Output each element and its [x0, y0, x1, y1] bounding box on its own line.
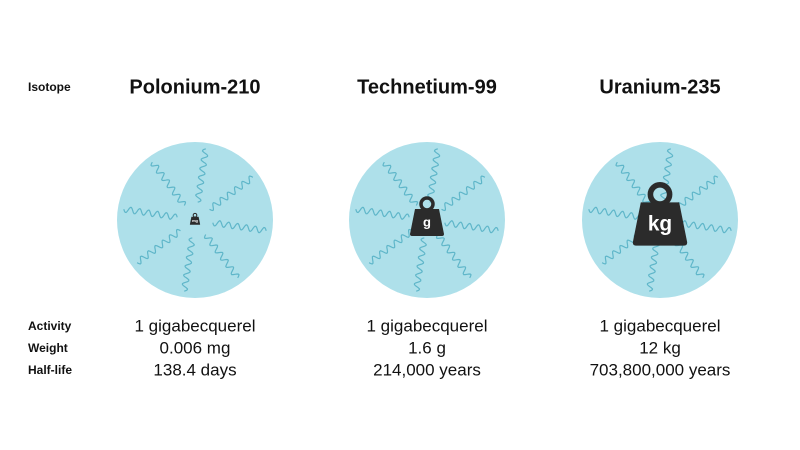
weight-unit: kg	[648, 212, 672, 235]
activity-value: 1 gigabecquerel	[135, 316, 256, 335]
radiation-wave	[674, 175, 719, 212]
activity-value: 1 gigabecquerel	[367, 316, 488, 335]
row-label: Weight	[28, 341, 68, 355]
weight-body	[410, 209, 444, 236]
radiation-wave	[677, 220, 732, 234]
radiation-wave	[588, 206, 643, 220]
radiation-wave	[413, 237, 427, 292]
weight-icon: mg	[189, 212, 201, 225]
weight-value: 12 kg	[639, 338, 681, 357]
activity-value: 1 gigabecquerel	[600, 316, 721, 335]
weight-icon: g	[410, 196, 444, 236]
isotope-name: Uranium-235	[599, 76, 720, 98]
weight-body	[632, 202, 688, 246]
isotope-name: Technetium-99	[357, 76, 497, 98]
half-life-value: 703,800,000 years	[590, 360, 731, 379]
radiation-wave	[615, 161, 652, 206]
radiation-wave	[136, 228, 181, 265]
radiation-wave	[355, 206, 410, 220]
weight-value: 0.006 mg	[160, 338, 231, 357]
weight-unit: mg	[192, 218, 198, 223]
radiation-wave	[435, 234, 472, 279]
radiation-wave	[212, 220, 267, 234]
weight-icon: kg	[632, 181, 688, 246]
radiation-wave	[646, 237, 660, 292]
half-life-value: 214,000 years	[373, 360, 481, 379]
radiation-wave	[444, 220, 499, 234]
radiation-wave	[382, 161, 419, 206]
radiation-wave	[123, 206, 178, 220]
radiation-wave	[150, 161, 187, 206]
radiation-wave	[660, 148, 674, 203]
weight-value: 1.6 g	[408, 338, 446, 357]
row-label: Half-life	[28, 363, 72, 377]
row-label: Activity	[28, 319, 72, 333]
weight-unit: g	[423, 214, 431, 229]
isotope-name: Polonium-210	[129, 76, 260, 98]
radiation-wave	[195, 148, 209, 203]
radiation-wave	[203, 234, 240, 279]
radiation-wave	[181, 237, 195, 292]
half-life-value: 138.4 days	[153, 360, 236, 379]
radiation-wave	[427, 148, 441, 203]
radiation-wave	[209, 175, 254, 212]
weight-body	[189, 216, 201, 225]
radiation-wave	[441, 175, 486, 212]
radiation-wave	[368, 228, 413, 265]
row-label: Isotope	[28, 80, 71, 94]
